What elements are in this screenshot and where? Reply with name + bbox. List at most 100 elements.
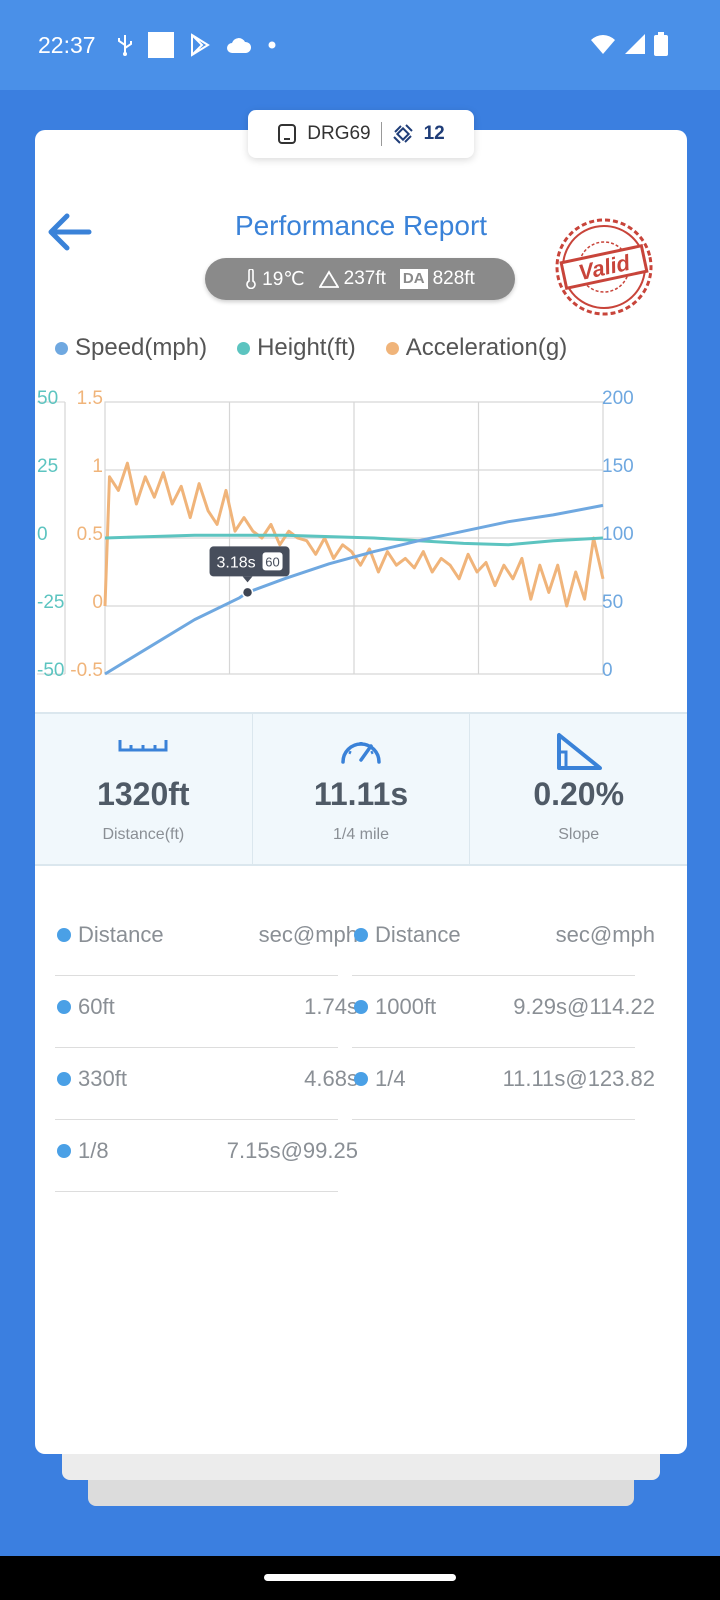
valid-stamp: Valid [555, 218, 653, 316]
split-row: 1/8 7.15s@99.25 [55, 1120, 358, 1192]
tooltip-badge [262, 552, 283, 571]
wifi-icon [591, 35, 615, 54]
usb-icon [118, 35, 132, 56]
split-value: 7.15s@99.25 [226, 1138, 358, 1163]
play-store-icon [191, 33, 210, 57]
acceleration-tick-label: -0.5 [70, 660, 103, 681]
stat-distance-label: Distance(ft) [102, 826, 185, 843]
battery-icon [654, 32, 668, 56]
acceleration-tick-label: 0.5 [77, 524, 103, 545]
divider [380, 122, 382, 146]
density-altitude-item: DA 828ft [399, 268, 475, 290]
header-distance: Distance [78, 922, 164, 947]
thermometer-icon [246, 269, 256, 289]
speed-tick-label: 100 [602, 524, 634, 545]
page-title: Performance Report [234, 210, 488, 241]
altitude-item: 237ft [318, 268, 386, 290]
dot-icon [268, 41, 276, 49]
acceleration-line [103, 461, 605, 608]
height-tick-label: -25 [37, 592, 64, 613]
stat-distance: 1320ft Distance(ft) [35, 714, 253, 864]
bullet-dot [57, 928, 71, 942]
header-value: sec@mph [258, 922, 358, 947]
header-value: sec@mph [555, 922, 655, 947]
split-row: 1000ft 9.29s@114.22 [352, 976, 655, 1048]
performance-chart[interactable]: 50 25 0 -25 -50 1.5 1 0.5 0 -0.5 200 150 100 50 0 3.18s… [35, 370, 687, 710]
stat-slope-label: Slope [558, 826, 600, 843]
split-value: 11.11s@123.82 [502, 1066, 655, 1091]
acceleration-tick-label: 1.5 [77, 388, 103, 409]
speed-tick-label: 150 [602, 456, 634, 477]
chart-legend: Speed(mph) Height(ft) Acceleration(g) [55, 334, 597, 362]
stat-distance-value: 1320ft [97, 776, 190, 812]
square-icon [148, 32, 174, 58]
device-pill[interactable]: DRG69 12 [248, 110, 474, 158]
satellite-icon [392, 124, 413, 144]
bullet-dot [354, 1072, 368, 1086]
ruler-icon [118, 740, 168, 752]
status-time: 22:37 [38, 32, 96, 58]
split-value: 9.29s@114.22 [513, 994, 655, 1019]
stat-time-value: 11.11s [313, 776, 409, 812]
acceleration-tick-label: 0 [92, 592, 103, 613]
bullet-dot [354, 928, 368, 942]
temperature-item: 19℃ [245, 268, 305, 291]
status-bar: 22:37 [0, 0, 720, 90]
legend-speed-label: Speed(mph) [75, 334, 208, 361]
device-name: DRG69 [307, 123, 371, 144]
status-icons [116, 32, 278, 58]
slope-icon [556, 733, 602, 770]
split-row: 60ft 1.74s [55, 976, 358, 1048]
stamp-text: Valid [576, 250, 632, 285]
back-arrow-icon[interactable] [45, 210, 95, 254]
legend-acceleration-label: Acceleration(g) [405, 334, 568, 361]
height-tick-label: 25 [37, 456, 58, 477]
legend-height[interactable]: Height(ft) [237, 334, 356, 362]
split-distance: 1/4 [375, 1066, 406, 1091]
split-distance: 1000ft [375, 994, 437, 1019]
status-right-icons [590, 32, 668, 56]
split-distance: 330ft [78, 1066, 127, 1091]
legend-acceleration-dot [385, 341, 399, 355]
legend-speed-dot [55, 341, 68, 355]
legend-height-label: Height(ft) [257, 334, 356, 361]
split-value: 4.68s [304, 1066, 358, 1091]
speedometer-icon [341, 742, 381, 764]
height-tick-label: -50 [37, 660, 64, 681]
splits-header-right: Distance sec@mph [352, 904, 655, 976]
legend-speed[interactable]: Speed(mph) [55, 334, 207, 362]
tooltip-pointer [242, 576, 253, 583]
speed-tick-label: 50 [602, 592, 623, 613]
legend-height-dot [237, 341, 251, 355]
bullet-dot [57, 1144, 71, 1158]
splits-header-left: Distance sec@mph [55, 904, 358, 976]
acceleration-tick-label: 1 [92, 456, 103, 477]
speed-tick-label: 0 [602, 660, 613, 681]
altitude-value: 237ft [343, 268, 386, 289]
signal-icon [625, 34, 645, 54]
height-tick-label: 0 [37, 524, 48, 545]
bullet-dot [57, 1000, 71, 1014]
report-card: Performance Report 19℃ 237ft DA 828ft Va… [35, 130, 687, 1454]
header-distance: Distance [375, 922, 461, 947]
bullet-dot [57, 1072, 71, 1086]
temperature-value: 19℃ [262, 268, 305, 290]
legend-acceleration[interactable]: Acceleration(g) [385, 334, 568, 362]
tooltip-time: 3.18s [217, 554, 256, 571]
cloud-icon [227, 38, 252, 53]
split-value: 1.74s [304, 994, 358, 1019]
split-distance: 60ft [78, 994, 115, 1019]
density-altitude-value: 828ft [432, 268, 475, 289]
stat-slope-value: 0.20% [533, 776, 625, 812]
mountain-icon [318, 270, 339, 288]
navigation-bar [0, 1556, 720, 1600]
satellite-count: 12 [423, 123, 445, 144]
home-handle[interactable] [264, 1574, 456, 1581]
stat-slope: 0.20% Slope [470, 714, 687, 864]
tooltip-badge-value: 60 [265, 554, 279, 569]
stat-time-label: 1/4 mile [332, 826, 390, 843]
device-icon [278, 124, 297, 144]
speed-tick-label: 200 [602, 388, 634, 409]
tooltip-point [241, 586, 254, 599]
stats-panel: 1320ft Distance(ft) 11.11s 1/4 mile 0.20… [35, 712, 687, 866]
